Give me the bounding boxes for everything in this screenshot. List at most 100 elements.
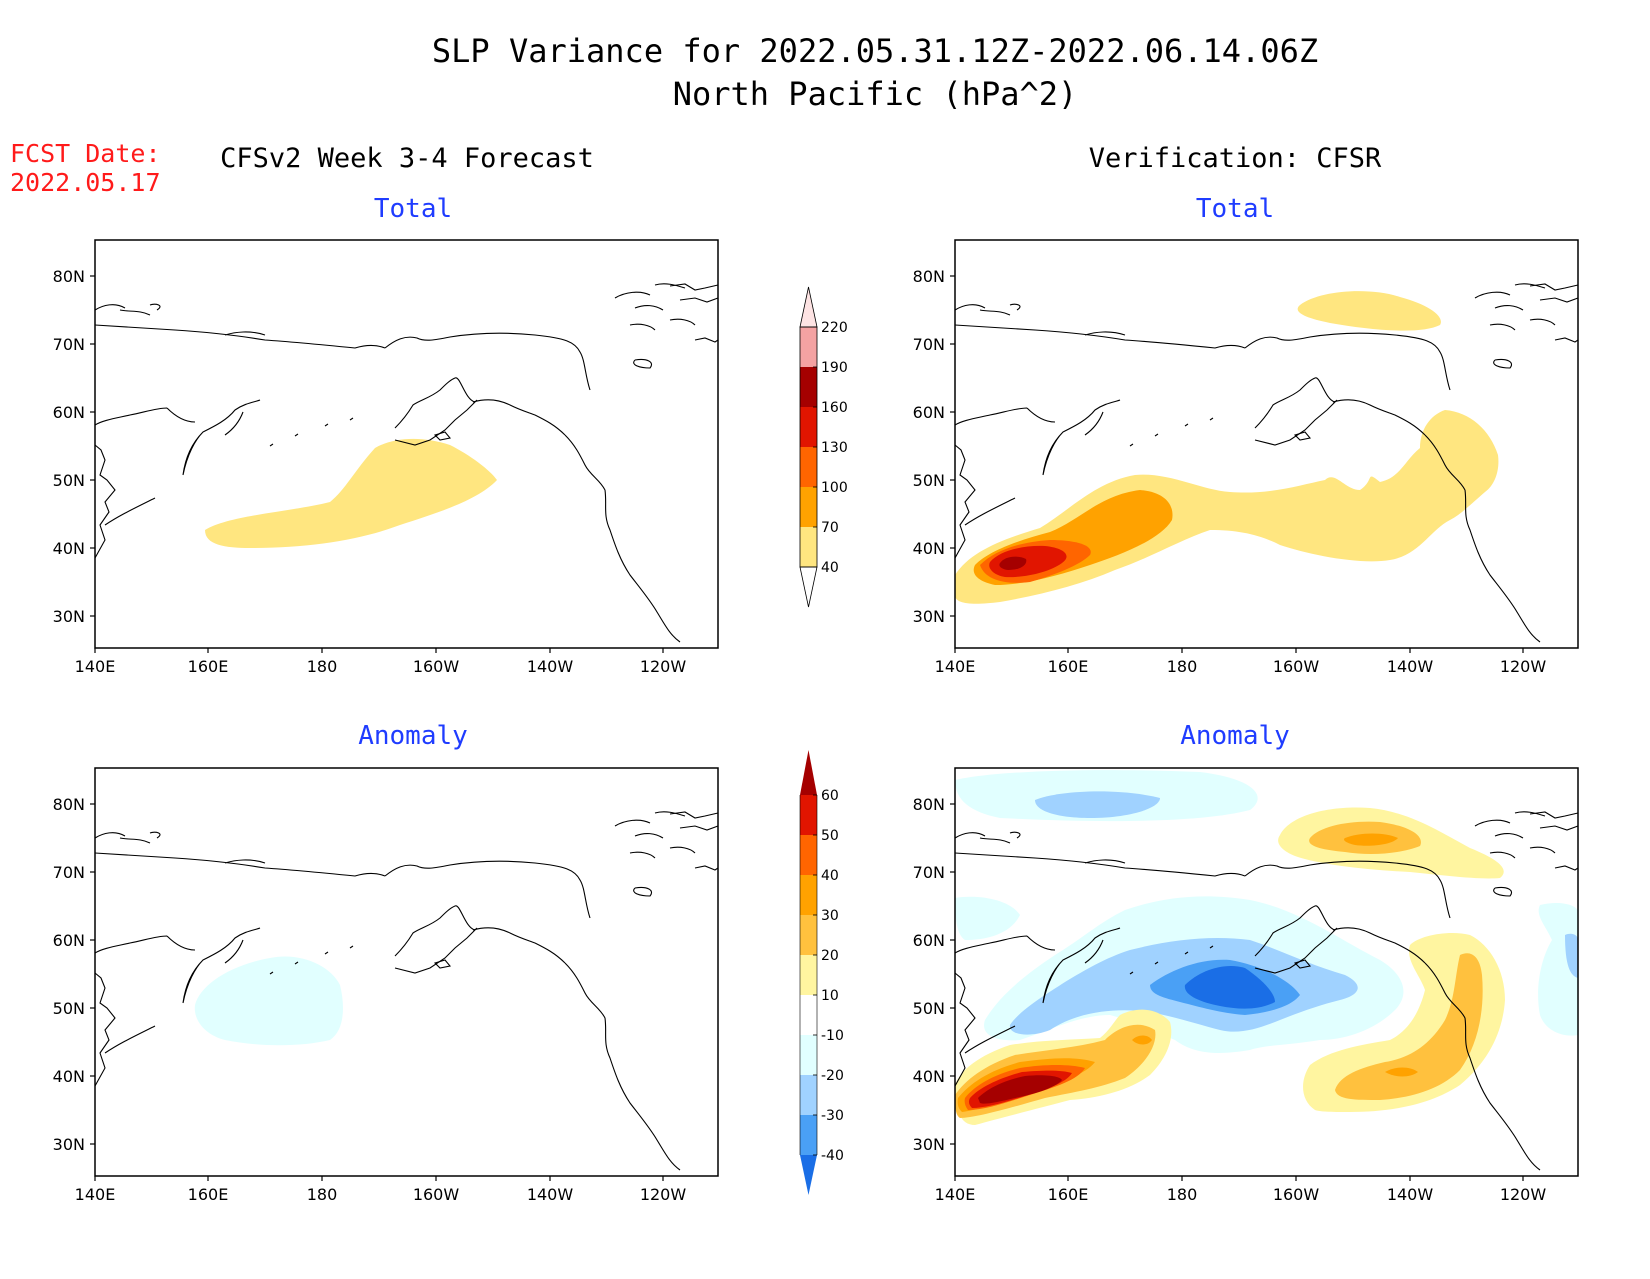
colorbar-anomaly-label: 60 [821, 788, 839, 804]
coastline [182, 399, 261, 476]
coastline [1529, 811, 1579, 831]
coastline [394, 377, 478, 446]
panel-title-forecast-total: Total [374, 194, 452, 224]
coastline [1042, 399, 1121, 476]
colorbar-anomaly-segment [800, 1075, 817, 1115]
lon-label: 140W [1387, 657, 1434, 676]
colorbar-anomaly-segment [800, 875, 817, 915]
lon-label: 160W [413, 1185, 460, 1204]
colorbar-total-label: 40 [821, 560, 839, 576]
coastline [633, 358, 653, 369]
map-panel-forecast-total [205, 438, 497, 548]
coastline [433, 431, 452, 441]
lat-label: 30N [53, 1135, 85, 1154]
shade-neg20-east [1565, 933, 1578, 978]
shade-neg20-north [1035, 791, 1160, 818]
coastline [269, 417, 354, 447]
colorbar-total-label: 130 [821, 440, 848, 456]
colorbar-anomaly-frame [799, 795, 818, 1155]
coastline [1244, 332, 1451, 391]
colorbar-anomaly-label: -10 [821, 1028, 844, 1044]
shade-minus20-minus10 [194, 956, 343, 1046]
colorbar-total-bottom-triangle [799, 566, 818, 608]
map-border [94, 767, 719, 1177]
map-border [94, 239, 719, 649]
lat-label: 30N [53, 607, 85, 626]
coastline [1474, 283, 1556, 331]
lat-label: 50N [913, 999, 945, 1018]
coastline [384, 860, 591, 919]
coastline [954, 324, 1246, 349]
panel-title-verification-total: Total [1196, 194, 1274, 224]
lon-label: 120W [1500, 657, 1547, 676]
colorbar-anomaly-top-triangle [800, 750, 817, 795]
lat-label: 80N [53, 267, 85, 286]
lon-label: 180 [1167, 1185, 1198, 1204]
shade-160-190 [999, 556, 1027, 570]
shade-neg40 [1184, 965, 1275, 1009]
colorbar-anomaly-label: 50 [821, 828, 839, 844]
lat-label: 70N [913, 863, 945, 882]
coastline [1554, 337, 1579, 343]
colorbar-total-top-triangle [799, 286, 818, 328]
coastline [94, 852, 386, 877]
coastline [433, 959, 452, 969]
lat-label: 80N [913, 267, 945, 286]
lat-label: 70N [53, 863, 85, 882]
lon-label: 160E [188, 1185, 229, 1204]
colorbar-anomaly-label: -20 [821, 1068, 844, 1084]
colorbar-total-segment [800, 327, 817, 367]
shade-40-70 [205, 438, 497, 548]
coastline [1332, 399, 1426, 436]
coastline [1042, 927, 1121, 1004]
coastline [94, 407, 196, 426]
coastline [954, 972, 976, 1087]
lat-label: 30N [913, 1135, 945, 1154]
lon-label: 180 [307, 1185, 338, 1204]
coastline [394, 905, 478, 974]
lat-label: 60N [913, 403, 945, 422]
lat-label: 70N [53, 335, 85, 354]
lon-label: 140W [1387, 1185, 1434, 1204]
lon-label: 140W [527, 1185, 574, 1204]
coastline [954, 407, 1056, 426]
right-column-header: Verification: CFSR [1089, 143, 1382, 174]
lat-label: 60N [913, 931, 945, 950]
map-frame-verification-anomaly: 80N 70N 60N 50N 40N 30N 140E 160E 180 160W 140W 120… [913, 767, 1579, 1204]
coastline [1424, 962, 1541, 1171]
coastline [1293, 431, 1312, 441]
shade-neg10-west [955, 896, 1020, 940]
lat-label: 30N [913, 607, 945, 626]
colorbar-total-label: 190 [821, 360, 848, 376]
coastline [614, 283, 696, 331]
colorbar-total-label: 100 [821, 480, 848, 496]
coastline [954, 303, 1021, 316]
map-border [954, 767, 1579, 1177]
colorbar-anomaly-segment [800, 795, 817, 835]
panel-title-verification-anomaly: Anomaly [1180, 721, 1290, 751]
coastline [94, 303, 161, 316]
colorbar-anomaly-segment [800, 1035, 817, 1075]
coastline [633, 886, 653, 897]
lon-label: 140E [935, 1185, 976, 1204]
map-border [954, 239, 1579, 649]
lat-label: 70N [913, 335, 945, 354]
shade-pos30-west-spot [1132, 1035, 1152, 1045]
colorbar-anomaly-segment [800, 1115, 817, 1155]
lat-label: 50N [913, 471, 945, 490]
figure-title: SLP Variance for 2022.05.31.12Z-2022.06.… [432, 32, 1318, 70]
lon-label: 180 [307, 657, 338, 676]
colorbar-anomaly-label: 20 [821, 948, 839, 964]
coastline [1424, 434, 1541, 643]
colorbar-total-segment [800, 367, 817, 407]
coastline [1293, 959, 1312, 969]
colorbar-anomaly-label: -30 [821, 1108, 844, 1124]
coastline [964, 497, 1016, 526]
panel-title-forecast-anomaly: Anomaly [358, 721, 468, 751]
fcst-date-value: 2022.05.17 [10, 168, 161, 197]
map-panel-verification-total [955, 291, 1499, 604]
colorbar-anomaly-segment [800, 915, 817, 955]
lon-label: 120W [640, 657, 687, 676]
lon-label: 160E [188, 657, 229, 676]
